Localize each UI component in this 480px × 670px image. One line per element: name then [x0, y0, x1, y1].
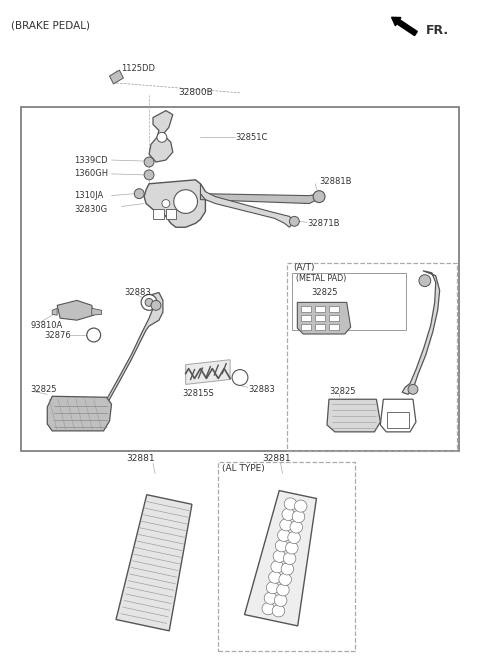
Polygon shape: [92, 308, 102, 315]
Circle shape: [174, 190, 197, 214]
Text: 32876: 32876: [44, 330, 71, 340]
Bar: [288, 263, 457, 451]
Bar: [329, 306, 339, 312]
Polygon shape: [144, 180, 205, 227]
Polygon shape: [297, 302, 351, 334]
Ellipse shape: [264, 592, 277, 604]
Text: 32881B: 32881B: [319, 178, 351, 186]
Ellipse shape: [262, 602, 275, 614]
Polygon shape: [244, 490, 316, 626]
Circle shape: [419, 275, 431, 287]
Ellipse shape: [281, 563, 294, 575]
Circle shape: [151, 300, 161, 310]
Ellipse shape: [276, 584, 289, 596]
Ellipse shape: [290, 521, 302, 533]
Polygon shape: [95, 293, 163, 414]
Polygon shape: [47, 396, 111, 431]
Text: 32881: 32881: [263, 454, 291, 463]
Text: (METAL PAD): (METAL PAD): [296, 274, 347, 283]
Text: 32825: 32825: [30, 385, 57, 394]
Text: 32851C: 32851C: [235, 133, 267, 142]
Polygon shape: [402, 271, 440, 395]
Circle shape: [157, 133, 167, 142]
Ellipse shape: [266, 582, 279, 594]
Text: 32830G: 32830G: [74, 205, 107, 214]
Text: (AL TYPE): (AL TYPE): [222, 464, 265, 473]
Circle shape: [232, 370, 248, 385]
Bar: [315, 315, 325, 321]
Ellipse shape: [282, 509, 295, 521]
Circle shape: [313, 191, 325, 202]
Ellipse shape: [294, 500, 307, 512]
Polygon shape: [57, 300, 94, 320]
Ellipse shape: [277, 529, 290, 541]
Polygon shape: [166, 210, 176, 219]
Polygon shape: [149, 111, 173, 162]
Text: 32883: 32883: [124, 288, 151, 297]
Circle shape: [134, 189, 144, 198]
Ellipse shape: [269, 572, 281, 584]
Text: 1310JA: 1310JA: [74, 191, 103, 200]
Ellipse shape: [286, 542, 298, 554]
Polygon shape: [186, 360, 230, 385]
Bar: [315, 324, 325, 330]
Circle shape: [408, 385, 418, 395]
Ellipse shape: [276, 540, 288, 552]
Text: 32883: 32883: [248, 385, 275, 394]
Ellipse shape: [279, 574, 291, 586]
Ellipse shape: [292, 511, 305, 523]
Ellipse shape: [288, 531, 300, 543]
Polygon shape: [201, 184, 294, 227]
Text: 1125DD: 1125DD: [121, 64, 156, 72]
Bar: [329, 315, 339, 321]
Polygon shape: [153, 210, 164, 219]
Circle shape: [144, 157, 154, 167]
Text: (BRAKE PEDAL): (BRAKE PEDAL): [11, 21, 90, 31]
Ellipse shape: [284, 498, 297, 510]
Bar: [315, 306, 325, 312]
Text: 93810A: 93810A: [30, 321, 63, 330]
Text: 32825: 32825: [311, 288, 337, 297]
FancyArrow shape: [392, 17, 417, 36]
Bar: [292, 273, 406, 330]
Text: 1360GH: 1360GH: [74, 170, 108, 178]
Polygon shape: [201, 194, 319, 204]
Bar: [301, 306, 311, 312]
Polygon shape: [116, 494, 192, 631]
Circle shape: [145, 298, 153, 306]
Polygon shape: [327, 399, 380, 432]
Ellipse shape: [272, 605, 285, 617]
Bar: [329, 324, 339, 330]
Bar: [301, 324, 311, 330]
Bar: [301, 315, 311, 321]
Circle shape: [144, 170, 154, 180]
Ellipse shape: [273, 550, 286, 562]
Text: 32825: 32825: [329, 387, 356, 396]
Text: FR.: FR.: [426, 24, 449, 37]
Text: 32881: 32881: [126, 454, 155, 463]
Bar: [218, 462, 355, 651]
Ellipse shape: [283, 553, 296, 565]
Ellipse shape: [271, 561, 283, 573]
Polygon shape: [380, 399, 416, 432]
Circle shape: [162, 200, 170, 208]
Circle shape: [289, 216, 300, 226]
Bar: [21, 107, 459, 451]
Text: 32871B: 32871B: [307, 219, 340, 228]
Text: (A/T): (A/T): [293, 263, 315, 272]
Circle shape: [141, 295, 157, 310]
Text: 1339CD: 1339CD: [74, 155, 108, 165]
Ellipse shape: [275, 594, 287, 606]
Text: 32815S: 32815S: [183, 389, 215, 398]
Bar: [387, 412, 409, 428]
Text: 32800B: 32800B: [178, 88, 213, 97]
Circle shape: [87, 328, 101, 342]
Ellipse shape: [280, 519, 292, 531]
Polygon shape: [109, 70, 123, 84]
Polygon shape: [52, 308, 57, 315]
